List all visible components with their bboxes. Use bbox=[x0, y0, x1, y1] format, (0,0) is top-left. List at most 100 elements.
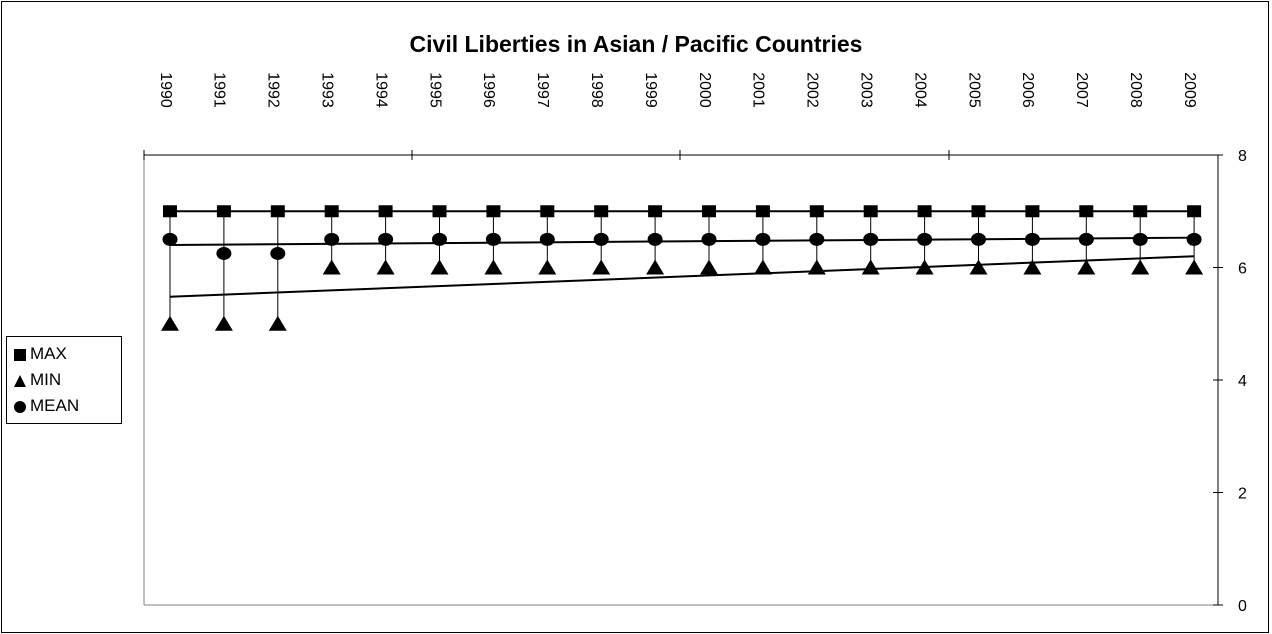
min-point bbox=[915, 259, 934, 275]
max-point bbox=[917, 205, 932, 218]
max-point bbox=[540, 205, 555, 218]
x-tick-label: 1998 bbox=[588, 72, 605, 108]
x-tick-label: 1995 bbox=[426, 72, 443, 108]
mean-point bbox=[701, 232, 717, 246]
max-point bbox=[216, 205, 231, 218]
trendline-min bbox=[169, 255, 1195, 298]
mean-point bbox=[270, 246, 286, 260]
x-tick-label: 1992 bbox=[265, 72, 282, 108]
max-point bbox=[755, 205, 770, 218]
max-point bbox=[971, 205, 986, 218]
mean-point bbox=[971, 232, 986, 246]
max-point bbox=[1079, 205, 1094, 218]
max-point bbox=[163, 205, 177, 218]
min-point bbox=[376, 259, 395, 275]
y-tick-label: 6 bbox=[1238, 261, 1247, 278]
legend-item-max: MAX bbox=[13, 343, 67, 365]
mean-point bbox=[378, 232, 394, 246]
legend-item-min: MIN bbox=[13, 369, 61, 391]
mean-point bbox=[432, 232, 447, 246]
max-point bbox=[486, 205, 501, 218]
x-tick-label: 1996 bbox=[480, 72, 497, 108]
min-point bbox=[1023, 259, 1042, 275]
x-tick-label: 1994 bbox=[372, 72, 389, 108]
mean-point bbox=[1132, 232, 1148, 246]
min-point bbox=[592, 259, 611, 275]
mean-point bbox=[863, 232, 879, 246]
x-tick-label: 1997 bbox=[534, 72, 551, 108]
min-point bbox=[646, 259, 665, 275]
x-tick-label: 2003 bbox=[857, 72, 874, 108]
x-tick-label: 1993 bbox=[318, 72, 335, 108]
max-point bbox=[863, 205, 878, 218]
x-tick-label: 1990 bbox=[157, 72, 174, 108]
min-point bbox=[161, 315, 179, 331]
max-point bbox=[432, 205, 447, 218]
legend: MAX MIN MEAN bbox=[6, 336, 122, 424]
x-tick-label: 2006 bbox=[1019, 72, 1036, 108]
plot-area: 1990 1991 1992 1993 1994 1995 1996 1997 1998 1999… bbox=[143, 72, 1247, 615]
min-point bbox=[322, 259, 341, 275]
max-point bbox=[809, 205, 824, 218]
trendline-mean bbox=[169, 236, 1195, 246]
mean-point bbox=[1186, 232, 1202, 246]
mean-point bbox=[917, 232, 933, 246]
chart-title: Civil Liberties in Asian / Pacific Count… bbox=[410, 31, 863, 57]
min-point bbox=[753, 259, 772, 275]
triangle-marker-icon bbox=[14, 374, 26, 387]
y-tick-label: 0 bbox=[1238, 598, 1247, 615]
mean-point bbox=[216, 246, 232, 260]
min-point bbox=[861, 259, 880, 275]
y-tick-label: 8 bbox=[1238, 148, 1247, 165]
max-point bbox=[324, 205, 339, 218]
mean-point bbox=[809, 232, 825, 246]
mean-point bbox=[485, 232, 501, 246]
min-point bbox=[1185, 259, 1204, 275]
y-tick-label: 2 bbox=[1238, 486, 1247, 503]
mean-point bbox=[755, 232, 771, 246]
min-point bbox=[214, 315, 233, 331]
x-tick-label: 1991 bbox=[211, 72, 228, 108]
min-point bbox=[484, 259, 503, 275]
min-point bbox=[1077, 259, 1096, 275]
legend-item-mean: MEAN bbox=[13, 395, 79, 417]
max-point bbox=[648, 205, 663, 218]
x-tick-label: 2005 bbox=[965, 72, 982, 108]
square-marker-icon bbox=[14, 348, 26, 361]
x-tick-label: 2009 bbox=[1181, 72, 1198, 108]
max-point bbox=[1133, 205, 1148, 218]
legend-label-max: MAX bbox=[30, 344, 67, 363]
x-tick-label: 2002 bbox=[804, 72, 821, 108]
mean-point bbox=[1078, 232, 1094, 246]
max-point bbox=[270, 205, 285, 218]
min-point bbox=[807, 259, 826, 275]
x-tick-label: 1999 bbox=[642, 72, 659, 108]
min-point bbox=[430, 259, 449, 275]
mean-point bbox=[162, 232, 178, 246]
y-tick-label: 4 bbox=[1238, 373, 1247, 390]
max-point bbox=[1187, 205, 1202, 218]
legend-label-mean: MEAN bbox=[30, 396, 80, 415]
legend-label-min: MIN bbox=[30, 370, 62, 389]
x-tick-label: 2001 bbox=[750, 72, 767, 108]
min-point bbox=[538, 259, 557, 275]
mean-point bbox=[593, 232, 609, 246]
min-point bbox=[1131, 259, 1150, 275]
mean-point bbox=[539, 232, 555, 246]
x-tick-label: 2008 bbox=[1127, 72, 1144, 108]
min-point bbox=[700, 259, 718, 275]
mean-point bbox=[1024, 232, 1040, 246]
min-point bbox=[969, 259, 988, 275]
x-tick-label: 2007 bbox=[1073, 72, 1090, 108]
max-point bbox=[594, 205, 609, 218]
max-point bbox=[702, 205, 716, 218]
max-point bbox=[1025, 205, 1040, 218]
circle-marker-icon bbox=[14, 400, 26, 413]
max-point bbox=[378, 205, 393, 218]
mean-point bbox=[324, 232, 340, 246]
mean-point bbox=[647, 232, 663, 246]
x-tick-label: 2000 bbox=[696, 72, 713, 108]
min-point bbox=[268, 315, 287, 331]
